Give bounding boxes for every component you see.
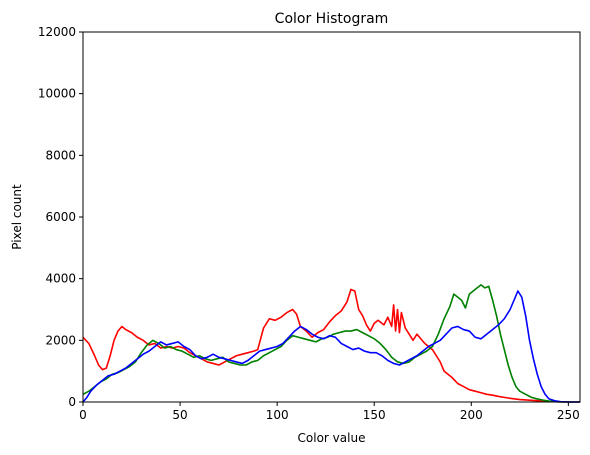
y-axis-label: Pixel count [10, 184, 24, 250]
y-tick-label: 4000 [45, 272, 76, 286]
y-tick-label: 12000 [38, 25, 76, 39]
x-tick-label: 50 [172, 408, 187, 422]
chart-title: Color Histogram [275, 11, 389, 27]
series-layer [82, 284, 580, 403]
y-axis: 0 2000 4000 6000 8000 10000 12000 [38, 25, 83, 409]
y-tick-label: 10000 [38, 87, 76, 101]
y-tick-label: 8000 [45, 148, 76, 162]
x-tick-label: 0 [79, 408, 87, 422]
y-tick-label: 6000 [45, 210, 76, 224]
x-axis-label: Color value [298, 431, 366, 445]
y-tick-label: 2000 [45, 333, 76, 347]
x-tick-label: 100 [266, 408, 289, 422]
series-line-1 [82, 284, 580, 403]
y-tick-label: 0 [68, 395, 76, 409]
x-tick-label: 200 [460, 408, 483, 422]
x-tick-label: 250 [557, 408, 580, 422]
x-tick-label: 150 [363, 408, 386, 422]
x-axis: 0 50 100 150 200 250 [79, 402, 580, 422]
series-line-0 [82, 288, 580, 403]
series-line-2 [82, 290, 580, 403]
